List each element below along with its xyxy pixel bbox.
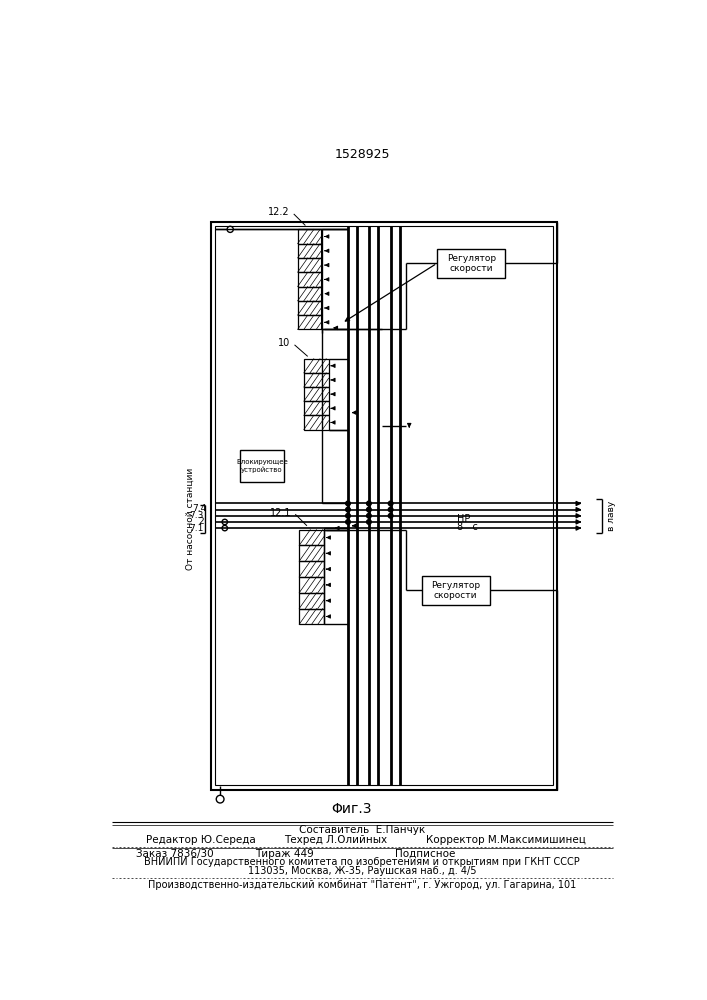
Text: Φиг.3: Φиг.3 xyxy=(332,802,372,816)
Text: 1528925: 1528925 xyxy=(334,148,390,161)
Circle shape xyxy=(346,501,351,506)
Bar xyxy=(298,258,322,272)
Text: ВНИИПИ Государственного комитета по изобретениям и открытиям при ГКНТ СССР: ВНИИПИ Государственного комитета по изоб… xyxy=(144,857,580,867)
Bar xyxy=(299,577,324,593)
Bar xyxy=(299,561,324,577)
Bar xyxy=(304,373,329,387)
Circle shape xyxy=(367,513,371,518)
Bar xyxy=(298,315,322,329)
Bar xyxy=(216,226,553,785)
Bar xyxy=(299,545,324,561)
Text: 7.3: 7.3 xyxy=(189,511,204,520)
Text: 12.1: 12.1 xyxy=(270,508,291,518)
Bar xyxy=(421,576,490,605)
Bar xyxy=(298,287,322,301)
Text: Редактор Ю.Середа: Редактор Ю.Середа xyxy=(146,835,256,845)
Bar xyxy=(298,301,322,315)
Bar xyxy=(299,609,324,624)
Text: Составитель  Е.Панчук: Составитель Е.Панчук xyxy=(299,825,425,835)
Text: Регулятор
скорости: Регулятор скорости xyxy=(431,581,480,600)
Text: НР: НР xyxy=(457,514,470,524)
Bar xyxy=(240,450,284,482)
Bar xyxy=(304,359,329,373)
Bar xyxy=(304,401,329,415)
Text: Техред Л.Олийных: Техред Л.Олийных xyxy=(284,835,387,845)
Circle shape xyxy=(388,513,393,518)
Text: 113035, Москва, Ж-35, Раушская наб., д. 4/5: 113035, Москва, Ж-35, Раушская наб., д. … xyxy=(247,866,477,876)
Bar xyxy=(298,272,322,287)
Circle shape xyxy=(346,507,351,512)
Circle shape xyxy=(388,507,393,512)
Text: Блокирующее
устройство: Блокирующее устройство xyxy=(236,459,288,473)
Text: 7.1: 7.1 xyxy=(189,524,204,533)
Text: Корректор М.Максимишинец: Корректор М.Максимишинец xyxy=(426,835,585,845)
Text: Регулятор
скорости: Регулятор скорости xyxy=(447,254,496,273)
Text: 7.4: 7.4 xyxy=(192,504,206,513)
Text: Подписное: Подписное xyxy=(395,849,455,859)
Text: 8   с: 8 с xyxy=(457,522,477,532)
Bar xyxy=(298,229,322,244)
Circle shape xyxy=(367,520,371,524)
Circle shape xyxy=(367,507,371,512)
Bar xyxy=(211,222,557,790)
Text: 2: 2 xyxy=(198,517,204,526)
Bar xyxy=(299,593,324,609)
Text: 12.2: 12.2 xyxy=(268,207,290,217)
Circle shape xyxy=(388,501,393,506)
Bar xyxy=(299,530,324,545)
Text: Производственно-издательский комбинат "Патент", г. Ужгород, ул. Гагарина, 101: Производственно-издательский комбинат "П… xyxy=(148,880,576,890)
Text: От насосной станции: От насосной станции xyxy=(186,468,195,570)
Text: в лаву: в лаву xyxy=(607,501,616,531)
Text: Заказ 7836/30: Заказ 7836/30 xyxy=(136,849,214,859)
Bar xyxy=(304,415,329,430)
Bar xyxy=(437,249,506,278)
Circle shape xyxy=(367,501,371,506)
Bar xyxy=(298,244,322,258)
Text: Тираж 449: Тираж 449 xyxy=(255,849,314,859)
Circle shape xyxy=(346,520,351,524)
Bar xyxy=(304,387,329,401)
Text: 10: 10 xyxy=(278,338,290,348)
Circle shape xyxy=(346,513,351,518)
